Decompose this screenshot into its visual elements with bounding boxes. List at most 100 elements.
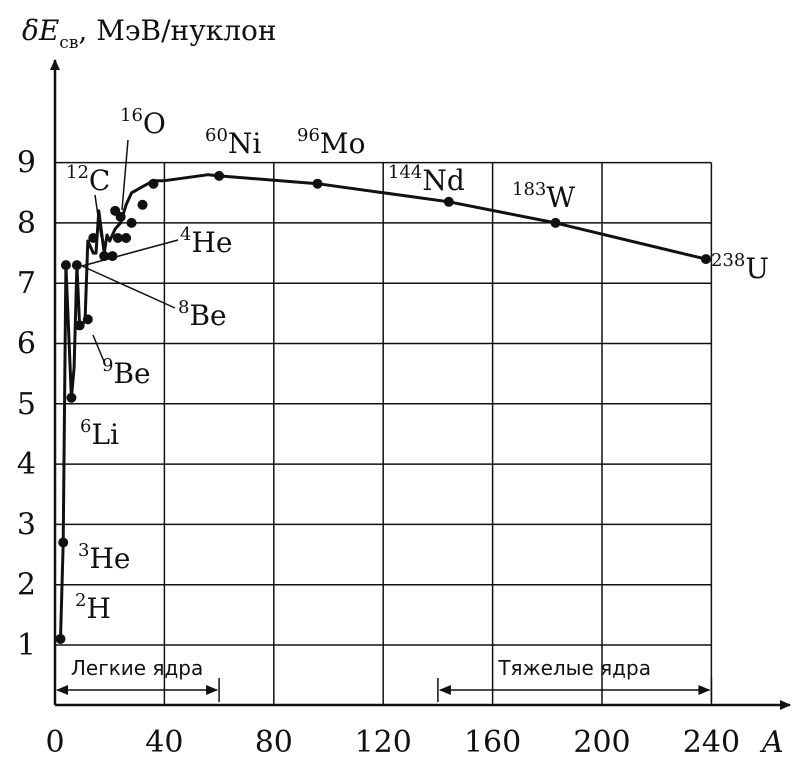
element-symbol: Nd xyxy=(422,164,465,197)
nucleus-label: 183W xyxy=(512,179,575,214)
data-point xyxy=(121,232,132,243)
mass-number: 9 xyxy=(102,355,113,376)
y-tick-label: 9 xyxy=(17,146,36,181)
leader-line xyxy=(81,265,176,309)
region-arrow-left xyxy=(56,685,68,695)
region-arrow-right xyxy=(698,685,711,695)
data-point xyxy=(443,196,454,207)
nucleus-label: 6Li xyxy=(80,416,119,451)
x-tick-label: 80 xyxy=(255,725,293,760)
x-tick-label: 240 xyxy=(683,725,740,760)
element-symbol: Be xyxy=(189,299,226,332)
data-point xyxy=(214,170,225,181)
y-axis-title: δEсв, МэВ/нуклон xyxy=(22,14,277,53)
data-point xyxy=(107,251,118,262)
data-point xyxy=(550,217,561,228)
y-tick-label: 6 xyxy=(17,327,36,362)
binding-energy-curve xyxy=(59,173,707,640)
element-symbol: U xyxy=(745,252,769,285)
light-nuclei-region: Легкие ядра xyxy=(54,656,220,702)
nucleus-label: 4He xyxy=(180,224,232,259)
element-symbol: Mo xyxy=(320,127,366,160)
mass-number: 2 xyxy=(75,590,86,611)
axes xyxy=(50,59,791,710)
mass-number: 183 xyxy=(512,179,546,200)
nucleus-label: 144Nd xyxy=(388,162,465,197)
leader-line xyxy=(92,334,106,365)
mass-number: 238 xyxy=(711,250,745,271)
data-point xyxy=(312,178,323,189)
element-symbol: W xyxy=(546,181,575,214)
data-point xyxy=(60,260,71,271)
data-point xyxy=(112,232,123,243)
heavy-nuclei-region: Тяжелые ядра xyxy=(437,656,713,702)
data-point xyxy=(55,633,66,644)
y-tick-label: 7 xyxy=(17,266,36,301)
nucleus-label: 238U xyxy=(711,250,769,285)
data-point xyxy=(148,178,159,189)
nucleus-label: 12C xyxy=(66,162,110,197)
x-tick-label: 120 xyxy=(355,725,412,760)
data-point xyxy=(99,251,110,262)
element-symbol: Ni xyxy=(228,127,262,160)
mass-number: 60 xyxy=(205,125,228,146)
mass-number: 8 xyxy=(178,297,189,318)
nucleus-label: 16O xyxy=(120,105,166,140)
data-point xyxy=(74,320,85,331)
x-axis-title: A xyxy=(759,725,784,760)
y-tick-label: 4 xyxy=(17,447,36,482)
data-points xyxy=(55,170,711,644)
mass-number: 16 xyxy=(120,105,143,126)
mass-number: 3 xyxy=(78,540,89,561)
data-point xyxy=(137,199,148,210)
mass-number: 12 xyxy=(66,162,89,183)
element-symbol: C xyxy=(89,164,110,197)
mass-number: 6 xyxy=(80,416,91,437)
region-label: Тяжелые ядра xyxy=(497,656,651,680)
data-point xyxy=(58,537,69,548)
element-symbol: Be xyxy=(113,357,150,390)
x-tick-label: 0 xyxy=(45,725,64,760)
mass-number: 144 xyxy=(388,162,422,183)
y-tick-label: 3 xyxy=(17,507,36,542)
data-point xyxy=(126,217,137,228)
x-tick-label: 40 xyxy=(145,725,183,760)
y-tick-label: 5 xyxy=(17,387,36,422)
nucleus-label: 8Be xyxy=(178,297,227,332)
y-tick-label: 1 xyxy=(17,628,36,663)
nucleus-label: 2H xyxy=(75,590,111,625)
leader-line xyxy=(81,239,179,267)
regions: Легкие ядра Тяжелые ядра xyxy=(54,656,713,702)
region-label: Легкие ядра xyxy=(71,656,203,680)
element-symbol: O xyxy=(143,107,166,140)
element-symbol: He xyxy=(89,542,130,575)
data-point xyxy=(71,260,82,271)
mass-number: 96 xyxy=(297,125,320,146)
data-point xyxy=(700,254,711,265)
x-tick-label: 160 xyxy=(464,725,521,760)
nucleus-label: 3He xyxy=(78,540,130,575)
region-arrow-left xyxy=(438,685,451,695)
nucleus-label: 96Mo xyxy=(297,125,365,160)
y-tick-label: 2 xyxy=(17,568,36,603)
mass-number: 4 xyxy=(180,224,191,245)
y-tick-label: 8 xyxy=(17,206,36,241)
data-point xyxy=(66,392,77,403)
grid xyxy=(55,161,713,705)
data-point xyxy=(115,211,126,222)
element-symbol: Li xyxy=(91,418,119,451)
element-symbol: H xyxy=(86,592,110,625)
nucleus-label: 9Be xyxy=(102,355,151,390)
data-point xyxy=(88,232,99,243)
nucleus-label: 60Ni xyxy=(205,125,261,160)
x-tick-label: 200 xyxy=(573,725,630,760)
data-point xyxy=(82,314,93,325)
element-symbol: He xyxy=(191,226,232,259)
region-arrow-right xyxy=(206,685,219,695)
leader-line xyxy=(94,194,102,238)
leader-lines xyxy=(81,139,179,365)
leader-line xyxy=(121,139,129,211)
